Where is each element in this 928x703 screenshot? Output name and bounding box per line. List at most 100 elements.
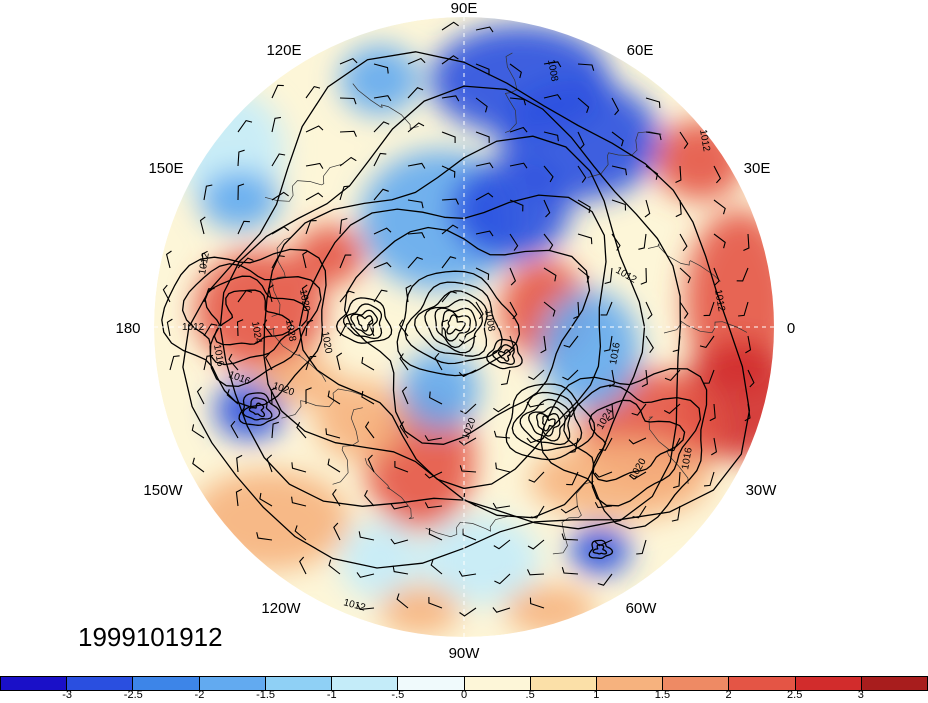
colorbar [0,676,928,691]
lon-label-120w: 120W [261,600,301,617]
anomaly-blob [505,585,595,635]
wind-barb [672,335,681,353]
wind-barb [230,420,239,439]
coastline [332,407,363,485]
isobar-contour [592,543,608,555]
wind-barb [291,496,307,507]
wind-barb [577,63,595,71]
colorbar-swatch [332,677,399,690]
wind-barb [199,216,206,235]
wind-barb [203,323,218,337]
wind-barb [441,165,456,178]
wind-barb [325,428,341,439]
wind-barb [679,267,691,284]
wind-barb [569,437,579,454]
wind-barb [396,593,409,609]
wind-barb [407,162,426,169]
wind-barb [390,503,409,510]
wind-barb [645,165,659,180]
wind-barb [562,369,579,381]
lon-label-180: 180 [115,320,140,337]
isobar-label: 1016 [211,344,226,368]
wind-barb [543,131,559,142]
wind-barb [407,122,425,133]
wind-barb [271,421,279,439]
wind-barb [527,569,545,576]
wind-barb [475,192,494,201]
lon-label-30w: 30W [746,482,778,499]
colorbar-tick: -.5 [391,689,405,701]
wind-barb [162,284,171,303]
coastline [352,83,419,130]
wind-barb [565,403,579,417]
lon-label-90e: 90E [451,0,478,17]
wind-barb [361,390,375,405]
isobar-contour [343,226,591,445]
wind-barb [339,217,348,235]
wind-barb [645,131,662,141]
wind-barb [373,152,387,167]
wind-barb [339,130,357,137]
anomaly-blob [195,250,325,370]
wind-barb [744,403,751,422]
colorbar-swatch [67,677,134,690]
wind-barb [236,454,243,473]
wind-barb [736,267,749,282]
wind-barb [543,165,554,183]
anomaly-blob [200,170,280,230]
anomaly-blob [380,585,460,635]
coastline [587,131,662,178]
lon-label-90w: 90W [449,645,481,662]
wind-barb [390,538,409,545]
wind-barb [640,267,647,285]
wind-barb [561,533,579,541]
lon-label-0: 0 [787,320,795,337]
coastline [281,388,364,419]
coastline [504,52,518,133]
anomaly-blob [450,160,570,260]
colorbar-tick: 2.5 [787,689,803,701]
colorbar-tick: .5 [525,689,535,701]
wind-barb [679,233,688,252]
wind-barb [526,401,545,408]
isobar-contour [213,289,293,346]
wind-barb [441,256,457,269]
wind-barb [530,505,545,519]
wind-barb [495,462,511,473]
wind-barb [529,597,545,609]
isobar-contour [542,415,556,432]
wind-barb [196,386,205,405]
wind-barb [509,301,518,320]
wind-barb [201,250,208,269]
isobar-contour [528,406,566,442]
wind-barb [460,403,477,415]
isobar-contour [563,384,702,507]
isobar-contour [350,309,378,336]
anomaly-blob [295,225,365,285]
wind-barb [434,352,443,371]
wind-barb [747,369,755,388]
wind-barb [305,387,312,404]
colorbar-swatch [199,677,266,690]
wind-barb [305,162,324,169]
wind-barb [327,390,341,405]
wind-barb [475,301,484,320]
wind-barb [259,492,273,507]
colorbar-tick: -2.5 [123,689,143,701]
timestamp-label: 1999101912 [78,622,223,652]
anomaly-field [154,17,774,637]
wind-barb [501,369,511,386]
wind-barb [296,421,307,439]
wind-barb [509,63,522,79]
wind-barb [373,95,392,102]
wind-barb [611,199,627,211]
wind-barb [509,126,528,133]
wind-barb [407,232,426,239]
wind-barb [577,97,590,113]
wind-barb [339,156,357,167]
isobar-contour [181,263,322,388]
wind-barb [424,502,443,509]
isobar-contour [519,398,571,446]
wind-barb [462,528,477,541]
wind-barb [441,55,459,65]
